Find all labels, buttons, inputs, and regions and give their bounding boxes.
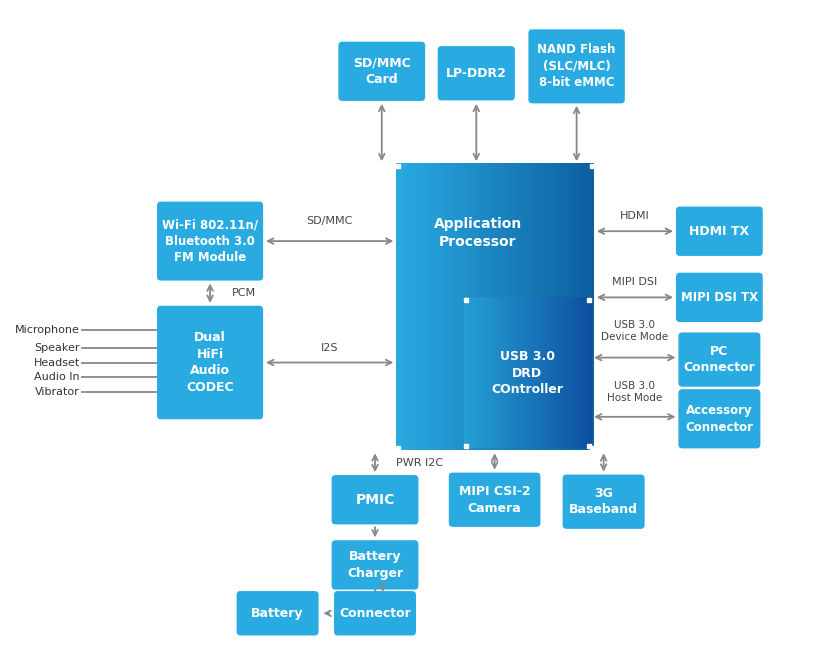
Text: Connector: Connector xyxy=(339,607,410,620)
Text: PCM: PCM xyxy=(232,288,256,298)
FancyBboxPatch shape xyxy=(338,42,425,101)
FancyBboxPatch shape xyxy=(675,207,762,256)
Text: USB 3.0
Host Mode: USB 3.0 Host Mode xyxy=(606,381,662,403)
FancyBboxPatch shape xyxy=(562,475,644,529)
Bar xyxy=(590,164,593,168)
Text: PWR I2C: PWR I2C xyxy=(396,458,443,467)
FancyBboxPatch shape xyxy=(333,591,415,636)
FancyBboxPatch shape xyxy=(331,475,418,524)
Text: Headset: Headset xyxy=(34,357,79,368)
Text: USB 3.0
DRD
COntroller: USB 3.0 DRD COntroller xyxy=(491,350,563,396)
Text: 3G
Baseband: 3G Baseband xyxy=(568,487,637,516)
Text: SD/MMC: SD/MMC xyxy=(306,216,352,226)
FancyBboxPatch shape xyxy=(437,46,514,100)
Text: PC
Connector: PC Connector xyxy=(683,345,754,374)
FancyBboxPatch shape xyxy=(527,29,624,104)
Text: MIPI CSI-2
Camera: MIPI CSI-2 Camera xyxy=(459,485,530,514)
FancyBboxPatch shape xyxy=(448,473,540,527)
Bar xyxy=(396,447,400,451)
FancyBboxPatch shape xyxy=(237,591,319,636)
Text: SD/MMC
Card: SD/MMC Card xyxy=(352,57,410,86)
Text: LP-DDR2: LP-DDR2 xyxy=(446,67,506,80)
Text: Application
Processor: Application Processor xyxy=(433,217,521,249)
Text: USB 3.0
Device Mode: USB 3.0 Device Mode xyxy=(600,320,667,342)
FancyBboxPatch shape xyxy=(675,273,762,322)
Text: Vibrator: Vibrator xyxy=(35,387,79,397)
Bar xyxy=(464,445,467,449)
Text: MIPI DSI TX: MIPI DSI TX xyxy=(680,291,757,304)
Bar xyxy=(464,299,467,303)
FancyBboxPatch shape xyxy=(156,306,263,419)
Bar xyxy=(396,164,400,168)
Text: Battery
Charger: Battery Charger xyxy=(346,550,403,580)
Text: I2S: I2S xyxy=(320,343,338,353)
Bar xyxy=(586,299,590,303)
Text: PMIC: PMIC xyxy=(355,493,394,507)
Text: Wi-Fi 802.11n/
Bluetooth 3.0
FM Module: Wi-Fi 802.11n/ Bluetooth 3.0 FM Module xyxy=(162,218,258,264)
FancyBboxPatch shape xyxy=(677,333,759,387)
Text: Speaker: Speaker xyxy=(34,343,79,353)
Text: Microphone: Microphone xyxy=(15,325,79,335)
FancyBboxPatch shape xyxy=(331,541,418,589)
Text: HDMI TX: HDMI TX xyxy=(689,225,749,238)
FancyBboxPatch shape xyxy=(677,389,759,449)
Text: Battery: Battery xyxy=(251,607,304,620)
Text: NAND Flash
(SLC/MLC)
8-bit eMMC: NAND Flash (SLC/MLC) 8-bit eMMC xyxy=(536,44,615,89)
Text: HDMI: HDMI xyxy=(619,211,649,222)
Text: Accessory
Connector: Accessory Connector xyxy=(685,404,753,434)
Bar xyxy=(586,445,590,449)
Bar xyxy=(590,447,593,451)
Text: Dual
HiFi
Audio
CODEC: Dual HiFi Audio CODEC xyxy=(186,331,233,394)
Text: Audio In: Audio In xyxy=(34,372,79,382)
FancyBboxPatch shape xyxy=(156,201,263,280)
Text: MIPI DSI: MIPI DSI xyxy=(612,278,657,288)
